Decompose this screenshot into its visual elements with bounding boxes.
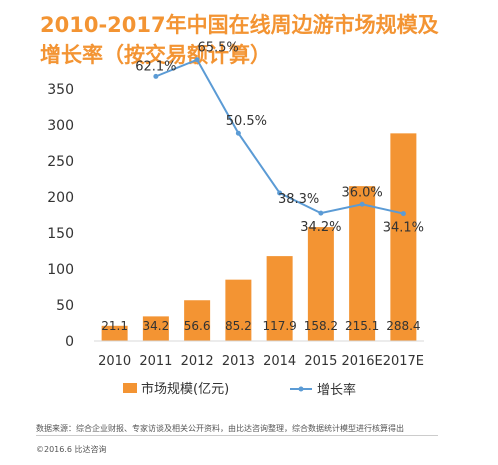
y-tick-label: 150 — [47, 226, 74, 242]
y-tick-label: 350 — [47, 82, 74, 98]
bars — [101, 133, 417, 341]
bar-labels: 21.1 34.2 56.6 85.2 117.9 158.2 215.1 288.4 — [101, 319, 420, 333]
x-tick-label: 2016E — [341, 354, 382, 369]
legend-line-marker — [298, 386, 304, 392]
y-tick-label: 0 — [65, 334, 74, 350]
y-tick-label: 300 — [47, 118, 74, 134]
bar-2017E — [390, 133, 417, 341]
growth-point — [194, 57, 200, 63]
x-tick-label: 2010 — [98, 354, 131, 369]
bar-value-label: 117.9 — [262, 319, 296, 333]
legend-line-label: 增长率 — [317, 382, 356, 398]
growth-value-label: 34.2% — [300, 220, 341, 235]
growth-value-label: 62.1% — [135, 59, 176, 74]
growth-point — [318, 210, 324, 216]
growth-value-label: 34.1% — [383, 221, 424, 236]
bar-value-label: 34.2 — [143, 319, 170, 333]
copyright: ©2016.6 比达咨询 — [36, 445, 107, 454]
x-tick-label: 2012 — [181, 354, 214, 369]
y-tick-label: 100 — [47, 262, 74, 278]
bar-2013 — [225, 279, 252, 341]
bar-2010 — [101, 325, 128, 341]
bar-value-label: 288.4 — [386, 319, 420, 333]
growth-value-label: 50.5% — [226, 114, 267, 129]
bar-value-label: 56.6 — [184, 319, 211, 333]
growth-point — [359, 201, 365, 207]
growth-point — [153, 73, 159, 79]
chart-title: 2010-2017年中国在线周边游市场规模及 增长率（按交易额计算） — [40, 13, 439, 67]
x-axis: 2010 2011 2012 2013 2014 2015 2016E 2017E — [94, 340, 424, 369]
growth-labels: 62.1% 65.5% 50.5% 38.3% 34.2% 36.0% 34.1% — [135, 41, 424, 236]
bar-value-label: 21.1 — [101, 319, 128, 333]
x-tick-label: 2013 — [222, 354, 255, 369]
bar-value-label: 215.1 — [345, 319, 379, 333]
y-tick-label: 50 — [56, 298, 74, 314]
growth-point — [277, 190, 283, 196]
legend: 市场规模(亿元) 增长率 — [123, 381, 356, 398]
bar-2014 — [266, 256, 293, 341]
legend-bar-label: 市场规模(亿元) — [141, 381, 229, 397]
bar-2015 — [307, 227, 334, 341]
divider — [36, 435, 438, 436]
x-tick-label: 2011 — [139, 354, 172, 369]
bar-value-label: 85.2 — [225, 319, 252, 333]
growth-value-label: 65.5% — [197, 41, 238, 56]
y-tick-label: 250 — [47, 154, 74, 170]
bar-2016E — [349, 186, 376, 341]
growth-point — [400, 211, 406, 217]
x-tick-label: 2015 — [304, 354, 337, 369]
bar-2012 — [184, 300, 211, 341]
growth-point — [235, 130, 241, 136]
source-note: 数据来源：综合企业财报、专家访谈及相关公开资料，由比达咨询整理，综合数据统计模型… — [36, 424, 404, 433]
legend-bar-swatch — [123, 383, 137, 393]
growth-value-label: 36.0% — [341, 185, 382, 200]
bar-2011 — [142, 316, 169, 341]
y-axis: 0 50 100 150 200 250 300 350 — [47, 82, 74, 350]
y-tick-label: 200 — [47, 190, 74, 206]
x-tick-label: 2014 — [263, 354, 296, 369]
growth-line — [153, 57, 406, 217]
bar-value-label: 158.2 — [304, 319, 338, 333]
growth-value-label: 38.3% — [278, 192, 319, 207]
x-tick-label: 2017E — [383, 354, 424, 369]
